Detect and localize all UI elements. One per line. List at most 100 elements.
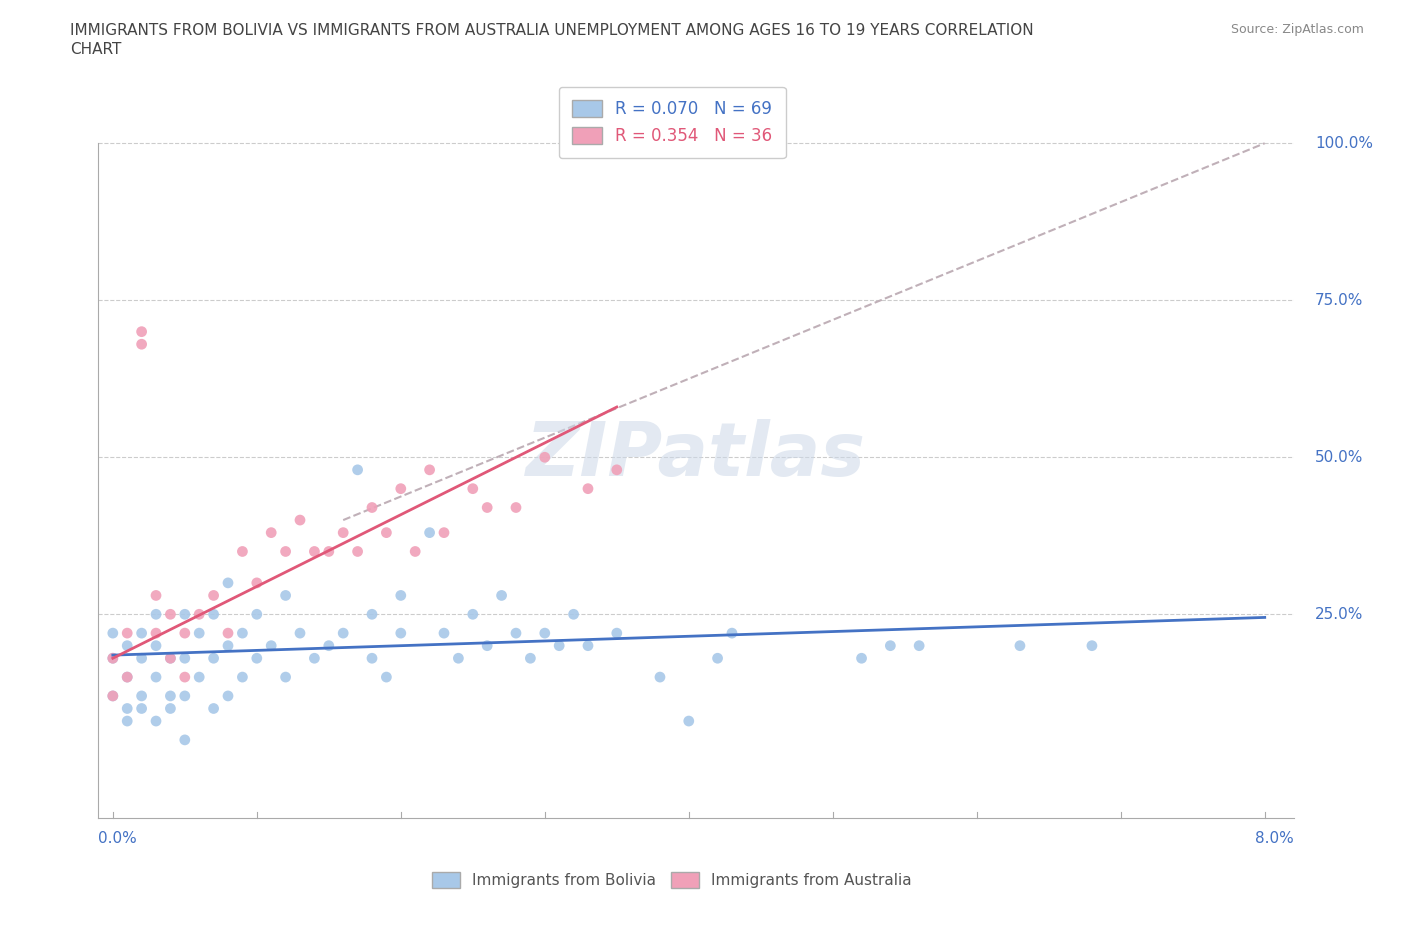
Point xyxy=(101,688,124,703)
Point xyxy=(202,651,225,666)
Point xyxy=(231,544,253,559)
Point xyxy=(246,576,269,591)
Point xyxy=(548,638,571,653)
Text: CHART: CHART xyxy=(70,42,122,57)
Point xyxy=(389,626,412,641)
Point xyxy=(188,626,211,641)
Point xyxy=(519,651,541,666)
Point xyxy=(115,701,138,716)
Point xyxy=(477,638,499,653)
Point xyxy=(131,701,153,716)
Point xyxy=(851,651,873,666)
Point xyxy=(908,638,931,653)
Point xyxy=(217,626,239,641)
Point xyxy=(461,481,484,496)
Point xyxy=(318,544,340,559)
Point xyxy=(361,651,384,666)
Point xyxy=(188,607,211,622)
Point xyxy=(145,626,167,641)
Point xyxy=(648,670,671,684)
Point xyxy=(562,607,585,622)
Point xyxy=(173,733,195,748)
Point xyxy=(260,525,283,540)
Point xyxy=(131,688,153,703)
Point xyxy=(533,450,555,465)
Point xyxy=(246,651,269,666)
Point xyxy=(173,607,195,622)
Point xyxy=(115,670,138,684)
Point xyxy=(159,701,181,716)
Point xyxy=(101,688,124,703)
Point xyxy=(101,651,124,666)
Point xyxy=(131,337,153,352)
Point xyxy=(1081,638,1104,653)
Point xyxy=(159,607,181,622)
Text: 0.0%: 0.0% xyxy=(98,831,138,846)
Point xyxy=(173,651,195,666)
Point xyxy=(202,588,225,603)
Point xyxy=(576,481,599,496)
Point xyxy=(202,701,225,716)
Point xyxy=(159,651,181,666)
Point xyxy=(576,638,599,653)
Point xyxy=(274,544,297,559)
Point xyxy=(131,651,153,666)
Point xyxy=(346,544,368,559)
Point xyxy=(389,588,412,603)
Point xyxy=(274,670,297,684)
Point xyxy=(419,462,441,477)
Point xyxy=(115,638,138,653)
Point xyxy=(491,588,513,603)
Point xyxy=(332,525,354,540)
Text: Source: ZipAtlas.com: Source: ZipAtlas.com xyxy=(1230,23,1364,36)
Point xyxy=(461,607,484,622)
Point xyxy=(159,688,181,703)
Point xyxy=(145,588,167,603)
Point xyxy=(202,607,225,622)
Point xyxy=(389,481,412,496)
Point xyxy=(159,651,181,666)
Point xyxy=(304,544,326,559)
Point xyxy=(173,670,195,684)
Point xyxy=(131,626,153,641)
Point xyxy=(304,651,326,666)
Point xyxy=(188,670,211,684)
Point xyxy=(505,626,527,641)
Point xyxy=(678,713,700,728)
Text: 50.0%: 50.0% xyxy=(1315,450,1364,465)
Point xyxy=(477,500,499,515)
Legend: Immigrants from Bolivia, Immigrants from Australia: Immigrants from Bolivia, Immigrants from… xyxy=(426,866,918,894)
Point xyxy=(505,500,527,515)
Point xyxy=(131,325,153,339)
Point xyxy=(361,500,384,515)
Point xyxy=(217,576,239,591)
Point xyxy=(706,651,728,666)
Point xyxy=(404,544,426,559)
Point xyxy=(217,638,239,653)
Point xyxy=(231,670,253,684)
Text: 100.0%: 100.0% xyxy=(1315,136,1374,151)
Point xyxy=(173,626,195,641)
Text: 8.0%: 8.0% xyxy=(1254,831,1294,846)
Point xyxy=(101,651,124,666)
Point xyxy=(606,462,628,477)
Point xyxy=(173,688,195,703)
Point xyxy=(231,626,253,641)
Point xyxy=(115,626,138,641)
Point xyxy=(288,512,311,527)
Point xyxy=(145,670,167,684)
Point xyxy=(274,588,297,603)
Point xyxy=(288,626,311,641)
Point xyxy=(433,626,456,641)
Point xyxy=(375,525,398,540)
Point xyxy=(217,688,239,703)
Point xyxy=(318,638,340,653)
Point xyxy=(115,670,138,684)
Point xyxy=(879,638,901,653)
Point xyxy=(260,638,283,653)
Point xyxy=(145,638,167,653)
Point xyxy=(101,626,124,641)
Text: 25.0%: 25.0% xyxy=(1315,606,1364,622)
Point xyxy=(115,713,138,728)
Point xyxy=(145,607,167,622)
